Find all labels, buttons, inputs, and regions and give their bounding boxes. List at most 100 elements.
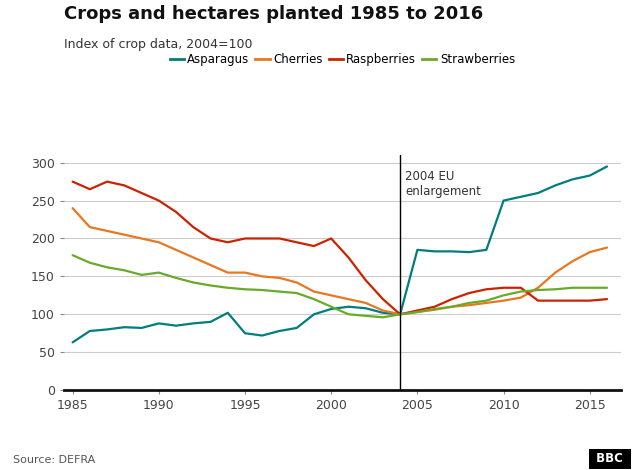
Asparagus: [207, 319, 214, 325]
Strawberries: [517, 289, 525, 294]
Cherries: [276, 275, 284, 281]
Asparagus: [362, 306, 369, 311]
Asparagus: [534, 190, 542, 196]
Cherries: [431, 307, 438, 313]
Cherries: [259, 274, 266, 279]
Cherries: [465, 302, 473, 308]
Cherries: [379, 308, 387, 313]
Raspberries: [68, 179, 76, 184]
Raspberries: [586, 298, 594, 304]
Asparagus: [344, 304, 352, 310]
Raspberries: [189, 224, 197, 230]
Cherries: [103, 228, 111, 234]
Asparagus: [413, 247, 421, 253]
Raspberries: [138, 190, 145, 196]
Strawberries: [603, 285, 611, 290]
Cherries: [172, 247, 180, 253]
Asparagus: [483, 247, 490, 253]
Strawberries: [344, 312, 352, 317]
Cherries: [517, 295, 525, 300]
Raspberries: [120, 183, 128, 188]
Cherries: [224, 270, 232, 275]
Asparagus: [500, 198, 508, 204]
Cherries: [362, 300, 369, 306]
Asparagus: [138, 325, 145, 331]
Cherries: [448, 304, 456, 310]
Raspberries: [86, 187, 93, 192]
Asparagus: [310, 312, 318, 317]
Cherries: [189, 255, 197, 260]
Strawberries: [413, 309, 421, 315]
Cherries: [293, 280, 301, 285]
Strawberries: [379, 314, 387, 320]
Strawberries: [534, 287, 542, 293]
Raspberries: [155, 198, 163, 204]
Raspberries: [569, 298, 577, 304]
Raspberries: [517, 285, 525, 290]
Asparagus: [327, 306, 335, 312]
Cherries: [413, 309, 421, 315]
Raspberries: [103, 179, 111, 184]
Asparagus: [379, 310, 387, 315]
Asparagus: [603, 164, 611, 169]
Asparagus: [189, 321, 197, 326]
Cherries: [155, 239, 163, 245]
Strawberries: [552, 286, 559, 292]
Strawberries: [500, 292, 508, 298]
Text: BBC: BBC: [592, 452, 627, 465]
Strawberries: [103, 265, 111, 270]
Cherries: [534, 285, 542, 290]
Asparagus: [68, 339, 76, 345]
Strawberries: [310, 296, 318, 302]
Strawberries: [465, 300, 473, 306]
Strawberries: [276, 289, 284, 294]
Line: Asparagus: Asparagus: [72, 166, 607, 342]
Raspberries: [483, 286, 490, 292]
Asparagus: [259, 333, 266, 338]
Cherries: [569, 258, 577, 264]
Raspberries: [465, 290, 473, 296]
Strawberries: [431, 306, 438, 312]
Raspberries: [552, 298, 559, 304]
Strawberries: [586, 285, 594, 290]
Strawberries: [224, 285, 232, 290]
Cherries: [120, 232, 128, 237]
Cherries: [500, 298, 508, 304]
Raspberries: [276, 235, 284, 241]
Strawberries: [189, 280, 197, 285]
Raspberries: [500, 285, 508, 290]
Asparagus: [569, 177, 577, 182]
Asparagus: [552, 183, 559, 188]
Raspberries: [327, 235, 335, 241]
Line: Strawberries: Strawberries: [72, 255, 607, 317]
Strawberries: [396, 312, 404, 317]
Asparagus: [86, 328, 93, 334]
Asparagus: [586, 173, 594, 179]
Asparagus: [155, 321, 163, 326]
Asparagus: [517, 194, 525, 200]
Cherries: [138, 235, 145, 241]
Strawberries: [172, 275, 180, 281]
Raspberries: [603, 296, 611, 302]
Cherries: [86, 224, 93, 230]
Asparagus: [224, 310, 232, 315]
Strawberries: [86, 260, 93, 266]
Raspberries: [396, 312, 404, 317]
Raspberries: [241, 235, 249, 241]
Cherries: [241, 270, 249, 275]
Asparagus: [103, 327, 111, 332]
Strawberries: [155, 270, 163, 275]
Asparagus: [448, 249, 456, 254]
Text: Index of crop data, 2004=100: Index of crop data, 2004=100: [64, 38, 253, 51]
Asparagus: [431, 249, 438, 254]
Strawberries: [241, 286, 249, 292]
Cherries: [68, 205, 76, 211]
Line: Raspberries: Raspberries: [72, 181, 607, 314]
Cherries: [396, 312, 404, 317]
Strawberries: [120, 267, 128, 273]
Raspberries: [224, 239, 232, 245]
Text: 2004 EU
enlargement: 2004 EU enlargement: [405, 170, 481, 198]
Cherries: [586, 249, 594, 255]
Strawberries: [569, 285, 577, 290]
Raspberries: [293, 239, 301, 245]
